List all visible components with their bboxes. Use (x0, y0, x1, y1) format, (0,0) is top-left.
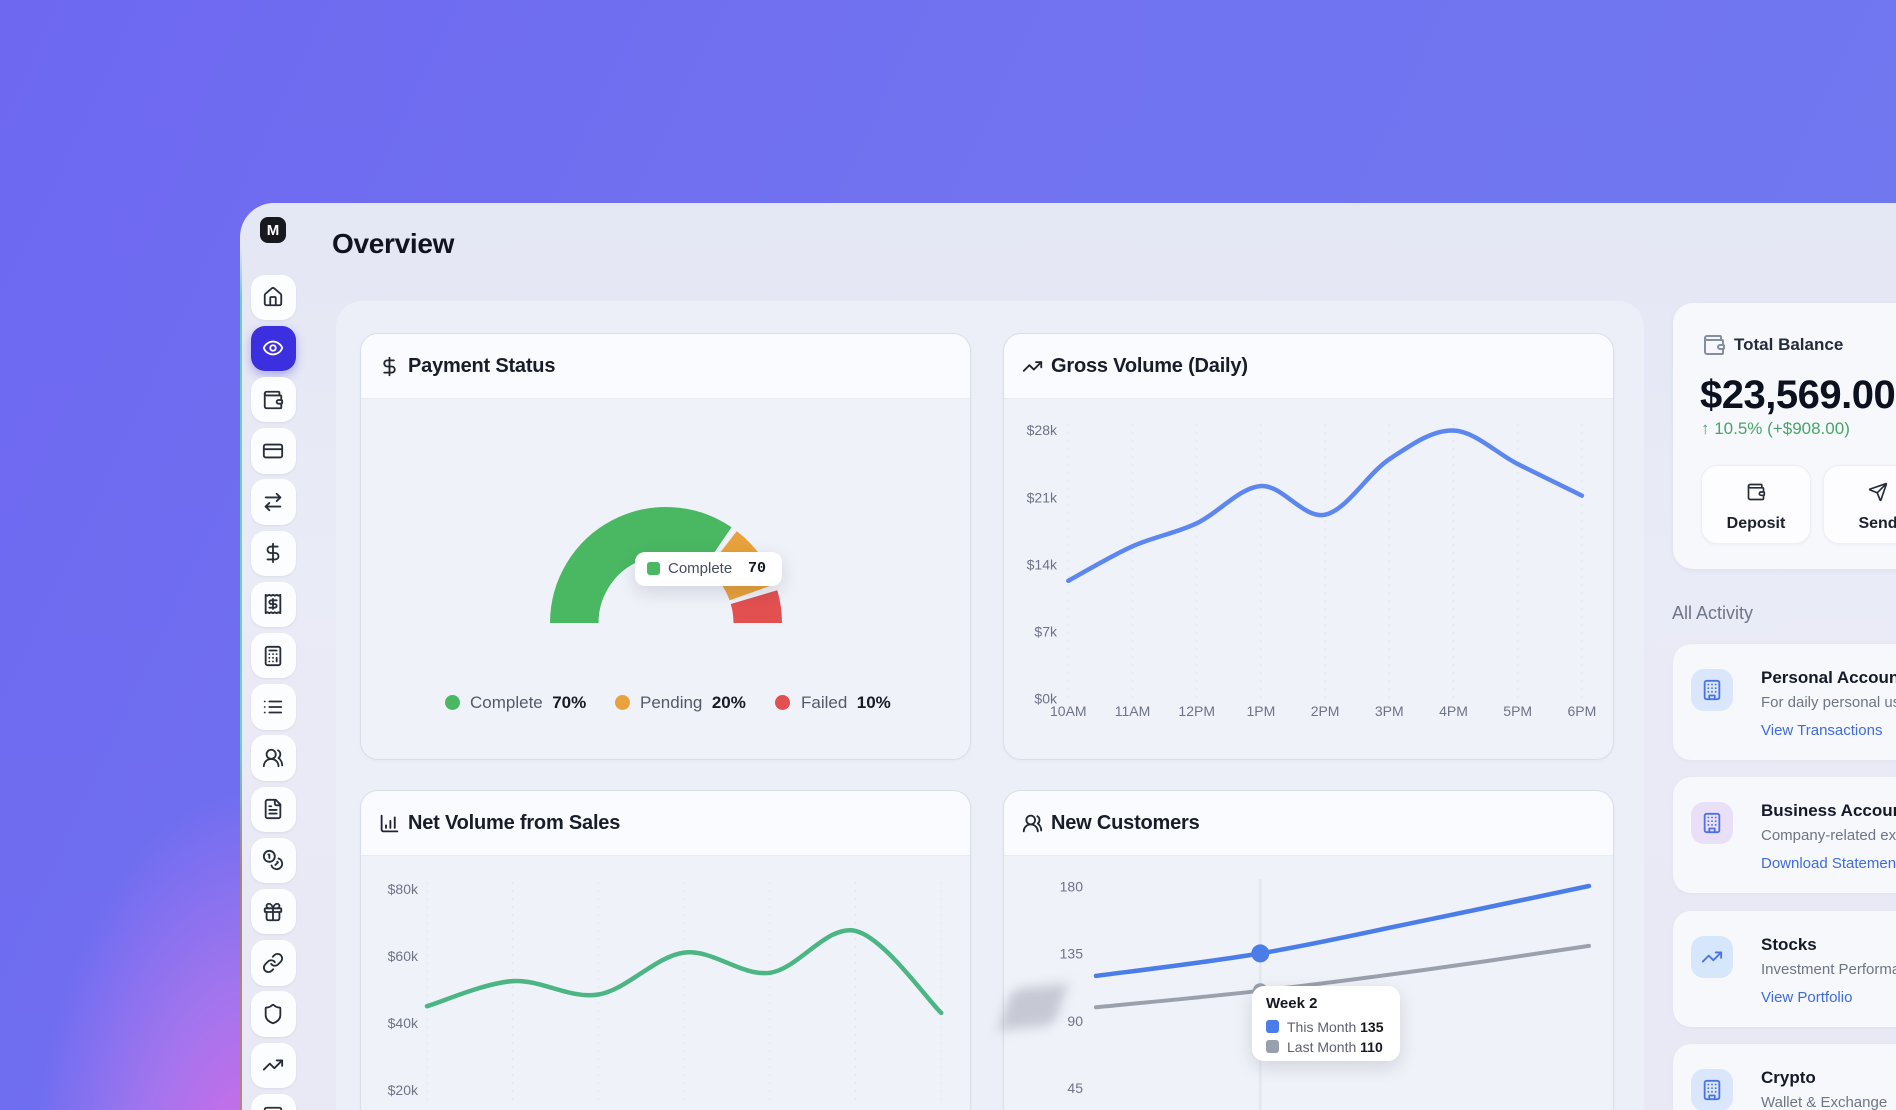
svg-text:$28k: $28k (1027, 422, 1058, 438)
svg-text:3PM: 3PM (1375, 703, 1404, 719)
svg-text:12PM: 12PM (1178, 703, 1215, 719)
svg-text:5PM: 5PM (1503, 703, 1532, 719)
svg-text:$20k: $20k (388, 1082, 419, 1098)
svg-text:$14k: $14k (1027, 557, 1058, 573)
svg-text:$40k: $40k (388, 1015, 419, 1031)
svg-text:$60k: $60k (388, 948, 419, 964)
svg-text:45: 45 (1067, 1080, 1083, 1096)
svg-text:11AM: 11AM (1115, 703, 1151, 719)
svg-text:$0k: $0k (1034, 691, 1058, 707)
svg-text:180: 180 (1060, 879, 1084, 895)
svg-text:135: 135 (1060, 945, 1084, 961)
svg-text:$80k: $80k (388, 881, 419, 897)
svg-text:6PM: 6PM (1568, 703, 1597, 719)
svg-text:90: 90 (1067, 1013, 1083, 1029)
svg-text:4PM: 4PM (1439, 703, 1468, 719)
svg-text:2PM: 2PM (1311, 703, 1340, 719)
svg-text:10AM: 10AM (1050, 703, 1087, 719)
svg-text:$21k: $21k (1027, 490, 1058, 506)
svg-text:1PM: 1PM (1247, 703, 1276, 719)
svg-text:$7k: $7k (1034, 624, 1058, 640)
